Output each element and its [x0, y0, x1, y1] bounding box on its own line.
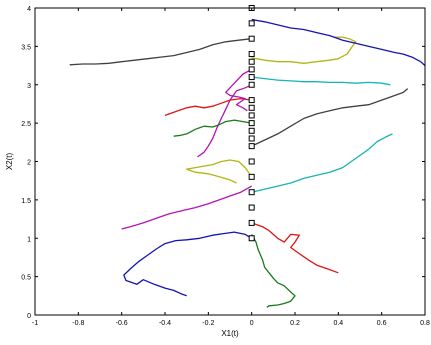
series-line-13: [251, 36, 357, 64]
start-point-marker: [248, 235, 255, 242]
series-line-12: [251, 76, 391, 86]
start-point-marker: [248, 51, 255, 58]
start-point-marker: [248, 158, 255, 165]
x-tick-label: 0.2: [290, 320, 300, 327]
y-tick-label: 0: [27, 313, 31, 320]
series-line-8: [173, 119, 252, 137]
series-line-14: [251, 18, 426, 67]
x-axis-label: X1(t): [221, 329, 239, 338]
start-point-marker: [248, 20, 255, 27]
series-line-7: [197, 84, 252, 158]
start-point-marker: [248, 219, 255, 226]
x-tick-label: -0.8: [72, 320, 84, 327]
start-point-marker: [248, 204, 255, 211]
series-line-2: [251, 234, 296, 308]
start-markers: [248, 5, 255, 242]
series-line-1: [123, 231, 253, 297]
x-axis-ticks: -1 -0.8 -0.6 -0.4 -0.2 0 0.2 0.4 0.6 0.8: [32, 8, 430, 327]
y-tick-label: 1: [27, 236, 31, 243]
series-line-4: [251, 133, 393, 193]
start-point-marker: [248, 120, 255, 127]
series-line-15: [225, 68, 253, 112]
series-line-10: [251, 88, 409, 147]
y-tick-label: 1.5: [21, 198, 31, 205]
x-tick-label: -0.2: [202, 320, 214, 327]
series-line-9: [164, 97, 252, 117]
y-tick-label: 2: [27, 160, 31, 167]
x-tick-label: -1: [32, 320, 38, 327]
x-tick-label: 0.4: [333, 320, 343, 327]
start-point-marker: [248, 66, 255, 73]
y-tick-label: 0.5: [21, 275, 31, 282]
series-layer: [69, 18, 426, 308]
start-point-marker: [248, 35, 255, 42]
y-axis-label: X2(t): [5, 153, 14, 171]
series-line-11: [69, 38, 252, 66]
start-point-marker: [248, 135, 255, 142]
y-tick-label: 2.5: [21, 121, 31, 128]
x-tick-label: -0.6: [116, 320, 128, 327]
x-tick-label: 0.6: [377, 320, 387, 327]
series-line-3: [251, 222, 339, 274]
y-axis-ticks: 0 0.5 1 1.5 2 2.5 3 3.5 4: [21, 6, 425, 320]
x-tick-label: -0.4: [159, 320, 171, 327]
start-point-marker: [248, 104, 255, 111]
x-tick-label: 0.8: [420, 320, 430, 327]
start-point-marker: [248, 97, 255, 104]
start-point-marker: [248, 173, 255, 180]
start-point-marker: [248, 58, 255, 65]
y-tick-label: 3.5: [21, 44, 31, 51]
series-line-5: [121, 185, 253, 230]
y-tick-label: 4: [27, 6, 31, 13]
start-point-marker: [248, 74, 255, 81]
start-point-marker: [248, 81, 255, 88]
x-tick-label: 0: [250, 320, 254, 327]
start-point-marker: [248, 127, 255, 134]
y-tick-label: 3: [27, 83, 31, 90]
start-point-marker: [248, 112, 255, 119]
start-point-marker: [248, 189, 255, 196]
start-point-marker: [248, 143, 255, 150]
series-line-6: [186, 159, 253, 184]
